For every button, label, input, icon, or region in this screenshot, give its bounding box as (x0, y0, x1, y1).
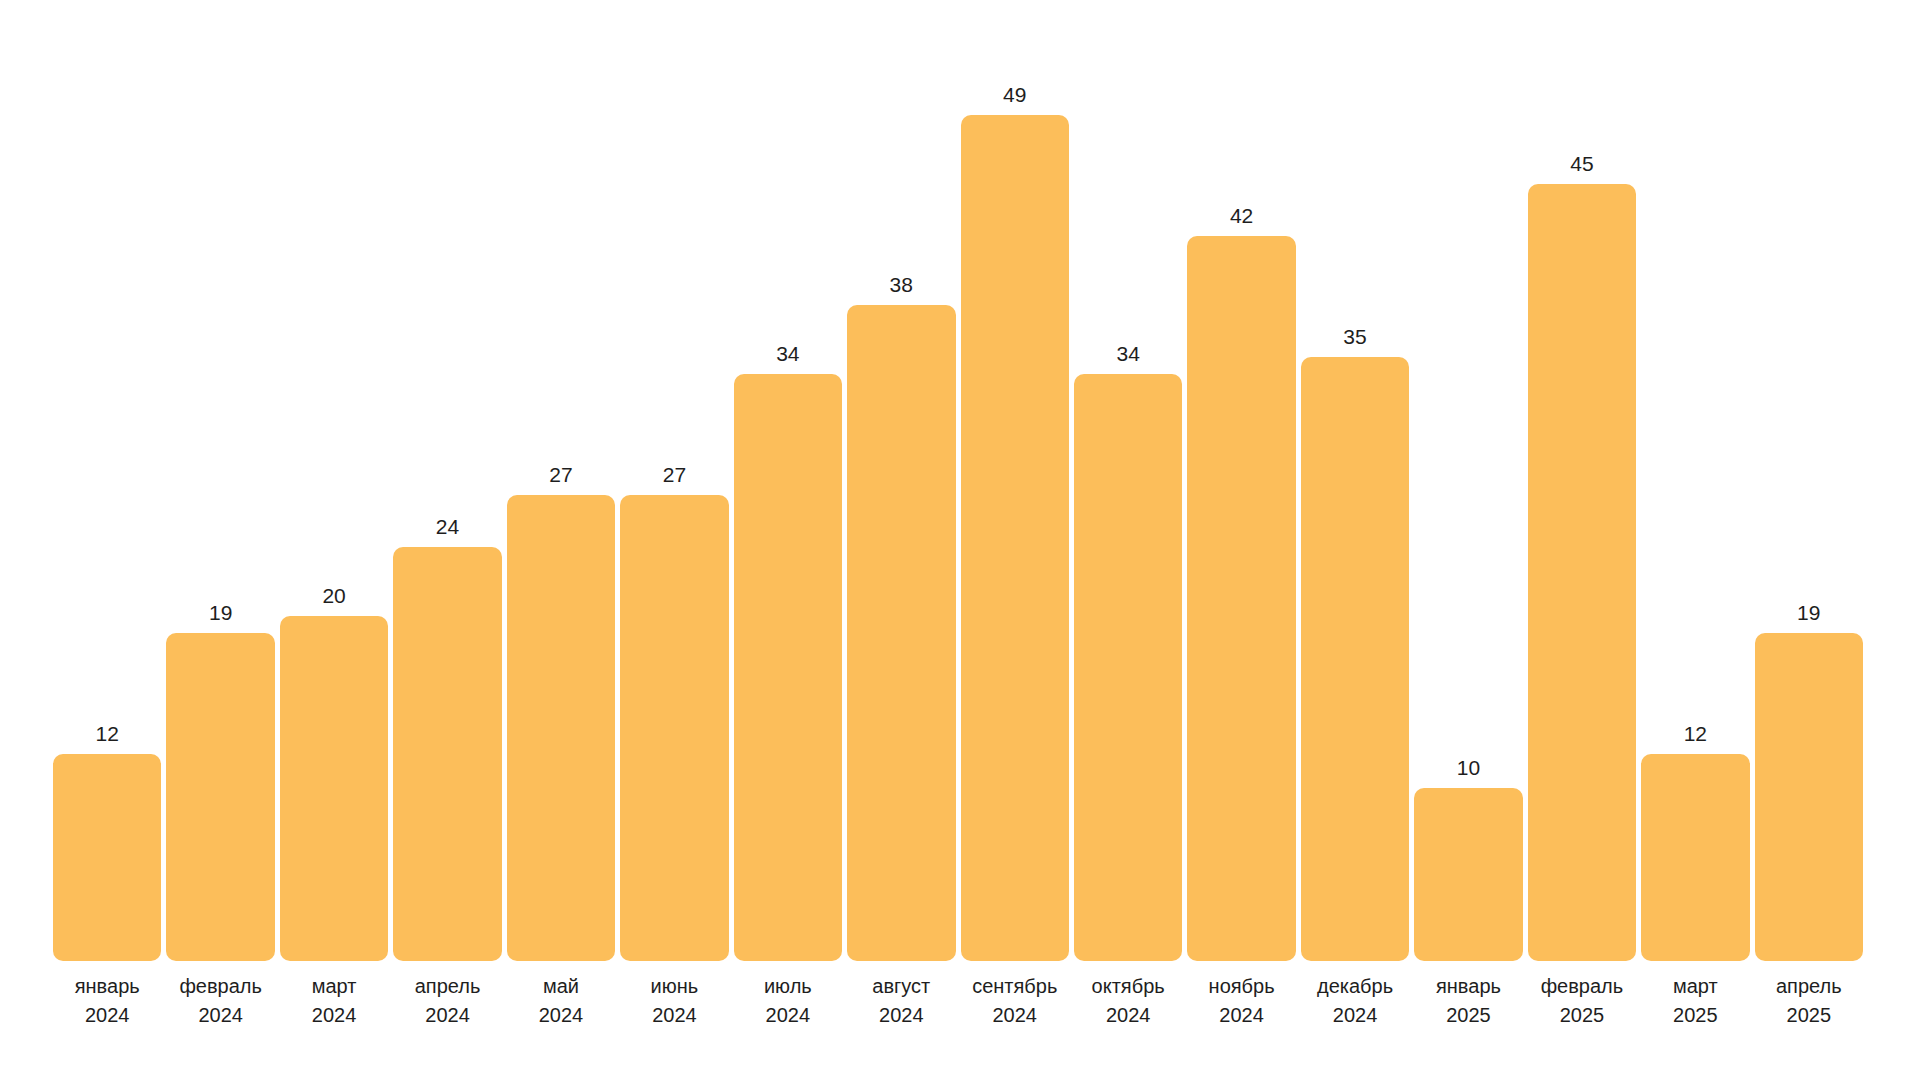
bar[interactable] (280, 616, 388, 961)
x-tick-year: 2024 (734, 1001, 842, 1030)
bar-value-label: 19 (1797, 600, 1820, 626)
x-tick-month: март (280, 972, 388, 1001)
x-tick-year: 2024 (507, 1001, 615, 1030)
x-tick-year: 2025 (1641, 1001, 1749, 1030)
bar-value-label: 10 (1457, 755, 1480, 781)
x-tick-month: февраль (166, 972, 274, 1001)
bar-group: 38 (847, 0, 955, 961)
bar-value-label: 19 (209, 600, 232, 626)
bar-value-label: 34 (1116, 341, 1139, 367)
x-tick-year: 2025 (1755, 1001, 1863, 1030)
x-tick-year: 2024 (1187, 1001, 1295, 1030)
x-tick-year: 2024 (1301, 1001, 1409, 1030)
bar-value-label: 34 (776, 341, 799, 367)
x-tick-year: 2024 (961, 1001, 1069, 1030)
x-tick-label: апрель2024 (393, 972, 501, 1030)
bar-group: 12 (1641, 0, 1749, 961)
bar[interactable] (1187, 236, 1295, 961)
x-tick-month: январь (53, 972, 161, 1001)
bar-group: 35 (1301, 0, 1409, 961)
bar[interactable] (1301, 357, 1409, 961)
x-tick-month: октябрь (1074, 972, 1182, 1001)
bar[interactable] (847, 305, 955, 961)
x-tick-month: апрель (1755, 972, 1863, 1001)
x-tick-month: апрель (393, 972, 501, 1001)
bar-value-label: 24 (436, 514, 459, 540)
x-tick-year: 2025 (1414, 1001, 1522, 1030)
bar-group: 34 (1074, 0, 1182, 961)
x-tick-year: 2024 (280, 1001, 388, 1030)
x-tick-year: 2025 (1528, 1001, 1636, 1030)
bar[interactable] (734, 374, 842, 961)
bar-value-label: 38 (890, 272, 913, 298)
bar[interactable] (1414, 788, 1522, 961)
x-tick-label: февраль2025 (1528, 972, 1636, 1030)
x-tick-label: май2024 (507, 972, 615, 1030)
bar-chart: 12192024272734384934423510451219 январь2… (53, 0, 1863, 1080)
x-tick-label: ноябрь2024 (1187, 972, 1295, 1030)
bar-group: 45 (1528, 0, 1636, 961)
bar-value-label: 42 (1230, 203, 1253, 229)
x-tick-year: 2024 (620, 1001, 728, 1030)
bar[interactable] (961, 115, 1069, 961)
x-tick-month: март (1641, 972, 1749, 1001)
x-tick-label: март2025 (1641, 972, 1749, 1030)
bar[interactable] (1641, 754, 1749, 961)
bar-value-label: 27 (663, 462, 686, 488)
bar-value-label: 12 (96, 721, 119, 747)
x-tick-label: февраль2024 (166, 972, 274, 1030)
bar-value-label: 45 (1570, 151, 1593, 177)
x-tick-month: январь (1414, 972, 1522, 1001)
x-tick-label: июль2024 (734, 972, 842, 1030)
bar[interactable] (166, 633, 274, 961)
x-tick-month: май (507, 972, 615, 1001)
bar-group: 19 (1755, 0, 1863, 961)
x-tick-year: 2024 (847, 1001, 955, 1030)
x-tick-year: 2024 (393, 1001, 501, 1030)
bar[interactable] (393, 547, 501, 961)
x-tick-year: 2024 (166, 1001, 274, 1030)
bar-value-label: 49 (1003, 82, 1026, 108)
x-tick-month: июнь (620, 972, 728, 1001)
x-tick-month: август (847, 972, 955, 1001)
bar-group: 10 (1414, 0, 1522, 961)
bar-group: 27 (620, 0, 728, 961)
x-tick-month: июль (734, 972, 842, 1001)
bar-group: 20 (280, 0, 388, 961)
bar[interactable] (53, 754, 161, 961)
bar-value-label: 12 (1684, 721, 1707, 747)
x-tick-label: март2024 (280, 972, 388, 1030)
bar[interactable] (1528, 184, 1636, 961)
bar-group: 19 (166, 0, 274, 961)
x-tick-month: февраль (1528, 972, 1636, 1001)
bar-group: 27 (507, 0, 615, 961)
x-tick-label: апрель2025 (1755, 972, 1863, 1030)
x-tick-label: январь2025 (1414, 972, 1522, 1030)
x-tick-label: январь2024 (53, 972, 161, 1030)
x-tick-label: сентябрь2024 (961, 972, 1069, 1030)
bar-value-label: 27 (549, 462, 572, 488)
x-tick-label: октябрь2024 (1074, 972, 1182, 1030)
bar-group: 24 (393, 0, 501, 961)
bar-group: 12 (53, 0, 161, 961)
x-tick-year: 2024 (53, 1001, 161, 1030)
x-tick-month: ноябрь (1187, 972, 1295, 1001)
plot-area: 12 19 20 24 27 27 34 38 49 34 42 35 10 45 12 19 (53, 0, 1863, 961)
x-axis: январь2024февраль2024март2024апрель2024м… (53, 972, 1863, 1030)
bar[interactable] (1074, 374, 1182, 961)
bar-group: 34 (734, 0, 842, 961)
bar[interactable] (1755, 633, 1863, 961)
bar-group: 42 (1187, 0, 1295, 961)
x-tick-month: декабрь (1301, 972, 1409, 1001)
bar-value-label: 35 (1343, 324, 1366, 350)
bar-value-label: 20 (322, 583, 345, 609)
bar-group: 49 (961, 0, 1069, 961)
x-tick-month: сентябрь (961, 972, 1069, 1001)
x-tick-label: июнь2024 (620, 972, 728, 1030)
bar[interactable] (620, 495, 728, 961)
bar[interactable] (507, 495, 615, 961)
x-tick-label: декабрь2024 (1301, 972, 1409, 1030)
x-tick-year: 2024 (1074, 1001, 1182, 1030)
x-tick-label: август2024 (847, 972, 955, 1030)
